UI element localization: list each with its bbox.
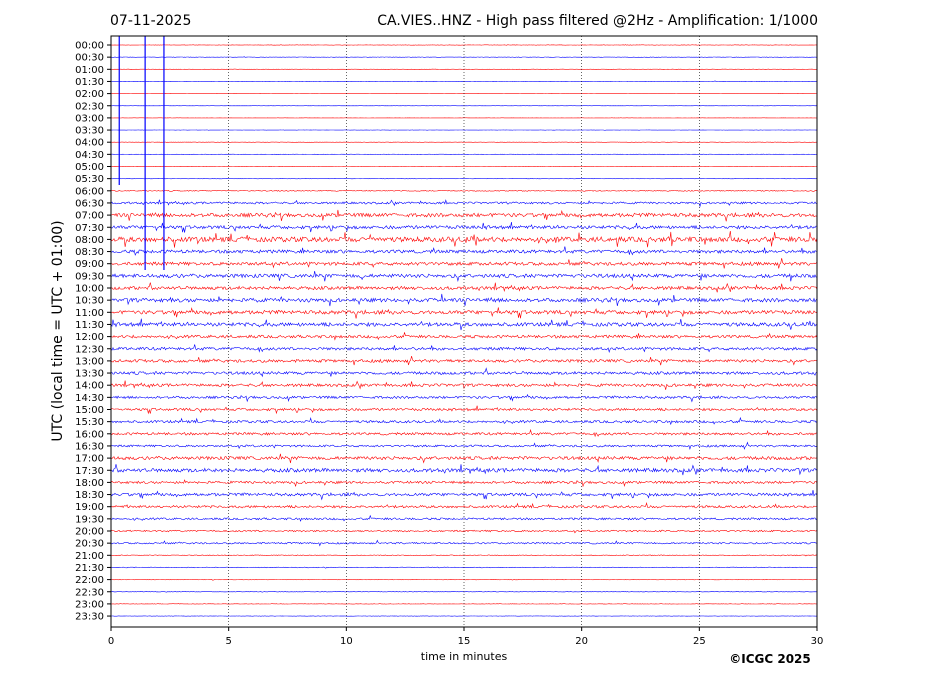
y-tick-label: 21:00 (75, 551, 104, 562)
y-tick-label: 22:30 (75, 587, 104, 598)
trace-row-1400 (110, 380, 818, 390)
trace-row-0800 (110, 230, 818, 248)
y-tick-label: 04:30 (75, 150, 104, 161)
trace-row-1600 (110, 428, 817, 438)
x-tick-label: 10 (340, 636, 353, 647)
y-axis-label: UTC (local time = UTC + 01:00) (50, 220, 66, 441)
y-tick-label: 08:30 (75, 247, 104, 258)
trace-row-1630 (110, 441, 818, 451)
y-tick-label: 18:00 (75, 478, 104, 489)
trace-row-1730 (110, 464, 818, 476)
y-tick-label: 12:30 (75, 344, 104, 355)
y-tick-label: 23:30 (75, 612, 104, 623)
y-tick-label: 23:00 (75, 599, 104, 610)
x-tick-label: 0 (108, 636, 114, 647)
y-tick-label: 00:30 (75, 53, 104, 64)
y-tick-label: 01:00 (75, 65, 104, 76)
y-tick-label: 19:00 (75, 502, 104, 513)
y-tick-label: 15:30 (75, 417, 104, 428)
y-tick-label: 20:30 (75, 539, 104, 550)
trace-row-1930 (110, 514, 818, 522)
y-tick-label: 01:30 (75, 77, 104, 88)
y-tick-label: 06:30 (75, 198, 104, 209)
y-tick-label: 10:30 (75, 296, 104, 307)
y-tick-label: 13:00 (75, 356, 104, 367)
y-tick-label: 22:00 (75, 575, 104, 586)
y-tick-label: 03:30 (75, 126, 104, 137)
y-tick-label: 20:00 (75, 527, 104, 538)
trace-row-0900 (111, 258, 818, 269)
y-tick-label: 17:00 (75, 454, 104, 465)
x-axis-label: time in minutes (421, 650, 508, 663)
y-tick-label: 06:00 (75, 186, 104, 197)
y-tick-label: 11:30 (75, 320, 104, 331)
trace-row-1200 (110, 332, 818, 341)
y-tick-label: 07:00 (75, 211, 104, 222)
trace-row-1000 (110, 282, 818, 293)
trace-row-0630 (110, 199, 818, 208)
y-tick-label: 19:30 (75, 514, 104, 525)
y-tick-label: 13:30 (75, 369, 104, 380)
trace-row-1430 (111, 393, 818, 403)
trace-row-1530 (110, 416, 818, 426)
chart-station-title: CA.VIES..HNZ - High pass filtered @2Hz -… (377, 13, 818, 29)
y-tick-label: 11:00 (75, 308, 104, 319)
y-tick-label: 07:30 (75, 223, 104, 234)
x-tick-label: 5 (225, 636, 231, 647)
y-tick-label: 02:30 (75, 101, 104, 112)
y-tick-label: 00:00 (75, 41, 104, 52)
y-tick-label: 14:30 (75, 393, 104, 404)
y-tick-label: 15:00 (75, 405, 104, 416)
y-tick-label: 17:30 (75, 466, 104, 477)
y-tick-label: 05:00 (75, 162, 104, 173)
y-tick-label: 21:30 (75, 563, 104, 574)
x-tick-label: 25 (693, 636, 706, 647)
y-tick-label: 02:00 (75, 89, 104, 100)
x-tick-label: 15 (458, 636, 471, 647)
plot-frame (110, 35, 818, 628)
x-tick-label: 30 (811, 636, 824, 647)
y-tick-label: 05:30 (75, 174, 104, 185)
y-tick-label: 14:00 (75, 381, 104, 392)
y-tick-label: 08:00 (75, 235, 104, 246)
trace-row-1500 (110, 405, 818, 415)
y-tick-label: 16:00 (75, 429, 104, 440)
y-tick-label: 18:30 (75, 490, 104, 501)
x-axis-ticks: 0 5 10 15 20 25 30 (108, 627, 824, 647)
y-tick-label: 04:00 (75, 138, 104, 149)
y-tick-label: 12:00 (75, 332, 104, 343)
y-tick-label: 16:30 (75, 441, 104, 452)
y-tick-label: 03:00 (75, 113, 104, 124)
time-gridlines (228, 36, 700, 627)
copyright-label: ©ICGC 2025 (729, 652, 811, 666)
trace-row-1300 (110, 356, 818, 366)
x-tick-label: 20 (575, 636, 588, 647)
trace-row-1700 (110, 453, 818, 464)
y-tick-label: 10:00 (75, 284, 104, 295)
y-tick-label: 09:00 (75, 259, 104, 270)
y-tick-label: 09:30 (75, 271, 104, 282)
chart-date-title: 07-11-2025 (110, 13, 191, 29)
trace-row-0830 (110, 246, 818, 256)
trace-row-0600 (110, 189, 818, 192)
